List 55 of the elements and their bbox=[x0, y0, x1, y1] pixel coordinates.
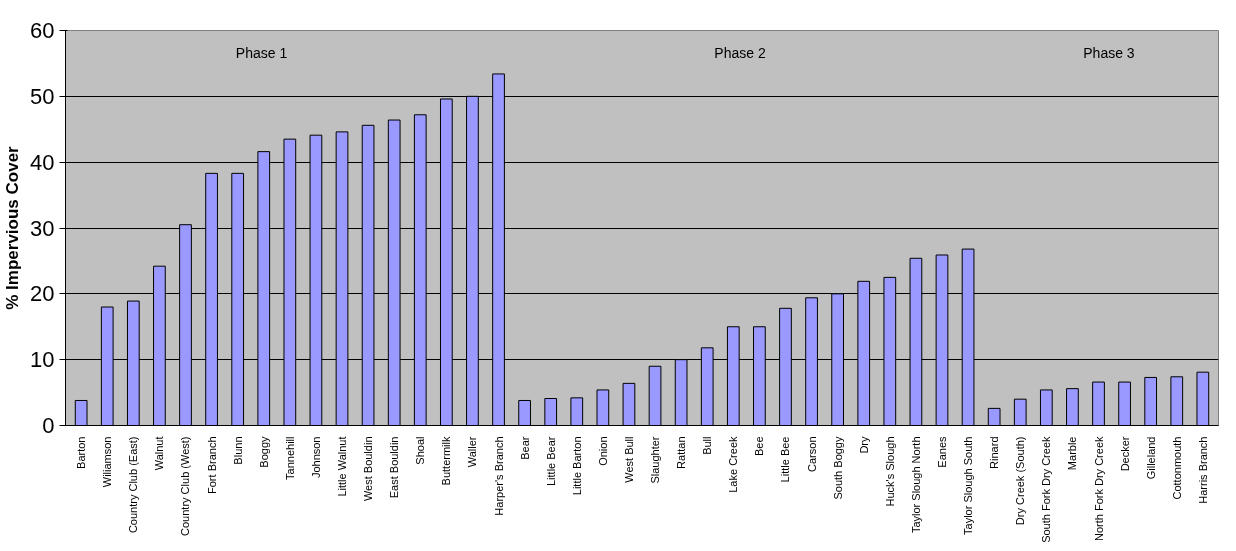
x-tick-label: Taylor Slough South bbox=[962, 436, 975, 535]
y-tick-label: 20 bbox=[30, 281, 55, 307]
x-tick-label: Johnson bbox=[309, 436, 322, 479]
x-tick-label: Marble bbox=[1066, 436, 1079, 471]
x-tick-label: Dry bbox=[857, 436, 870, 454]
x-tick-label: Decker bbox=[1118, 436, 1131, 472]
y-tick-label: 60 bbox=[30, 18, 55, 43]
x-tick-label: Little Bear bbox=[544, 436, 557, 487]
x-tick-label: Eanes bbox=[935, 436, 948, 468]
x-tick-label: Gilleland bbox=[1144, 436, 1157, 480]
x-tick-label: Harper's Branch bbox=[492, 436, 505, 516]
y-tick-label: 10 bbox=[30, 347, 55, 373]
x-tick-label: Country Club (East) bbox=[127, 436, 140, 534]
x-tick-label: South Boggy bbox=[831, 436, 844, 500]
y-tick-label: 40 bbox=[30, 149, 55, 175]
annotation: Phase 1 bbox=[235, 44, 288, 61]
x-tick-label: Dry Creek (South) bbox=[1014, 436, 1027, 526]
x-tick-label: Rattan bbox=[675, 436, 688, 469]
y-tick-label: 0 bbox=[42, 413, 55, 438]
x-tick-label: Barton bbox=[75, 436, 88, 469]
x-tick-label: Slaughter bbox=[649, 436, 662, 484]
x-tick-label: Bee bbox=[753, 436, 766, 457]
x-tick-label: Waller bbox=[466, 436, 479, 468]
x-tick-label: Buttermilk bbox=[440, 436, 453, 486]
annotation: Phase 3 bbox=[1083, 44, 1135, 61]
annotation: Phase 2 bbox=[714, 44, 766, 61]
x-tick-label: East Bouldin bbox=[388, 436, 401, 499]
x-tick-label: Lake Creek bbox=[727, 436, 740, 493]
x-tick-label: Bear bbox=[518, 436, 531, 460]
x-tick-label: Huck's Slough bbox=[883, 436, 896, 507]
x-tick-label: Tannehill bbox=[283, 436, 296, 480]
x-tick-label: West Bull bbox=[622, 436, 635, 483]
x-tick-label: Cottonmouth bbox=[1170, 436, 1183, 500]
x-tick-label: Carson bbox=[805, 436, 818, 472]
x-tick-label: Bull bbox=[701, 436, 714, 455]
x-tick-label: Fort Branch bbox=[205, 436, 218, 494]
x-tick-label: West Bouldin bbox=[362, 436, 375, 502]
x-tick-label: South Fork Dry Creek bbox=[1040, 436, 1053, 543]
x-tick-label: Little Bee bbox=[779, 436, 792, 483]
y-axis-title: % Impervious Cover bbox=[3, 145, 23, 310]
x-tick-label: Little Walnut bbox=[336, 436, 349, 497]
x-tick-label: Harris Branch bbox=[1196, 436, 1209, 504]
x-tick-label: Boggy bbox=[257, 436, 270, 468]
x-tick-label: Shoal bbox=[414, 436, 427, 465]
y-tick-label: 30 bbox=[30, 215, 55, 241]
x-tick-label: Country Club (West) bbox=[179, 436, 192, 536]
x-tick-label: Walnut bbox=[153, 436, 166, 471]
x-tick-label: Blunn bbox=[231, 436, 244, 465]
x-tick-label: Wiliamson bbox=[101, 436, 114, 488]
x-tick-label: Rinard bbox=[988, 436, 1001, 469]
x-tick-label: North Fork Dry Creek bbox=[1092, 436, 1105, 542]
x-tick-label: Little Barton bbox=[570, 436, 583, 496]
x-tick-label: Onion bbox=[596, 436, 609, 466]
y-tick-label: 50 bbox=[30, 83, 55, 109]
x-tick-label: Taylor Slough North bbox=[909, 436, 922, 534]
